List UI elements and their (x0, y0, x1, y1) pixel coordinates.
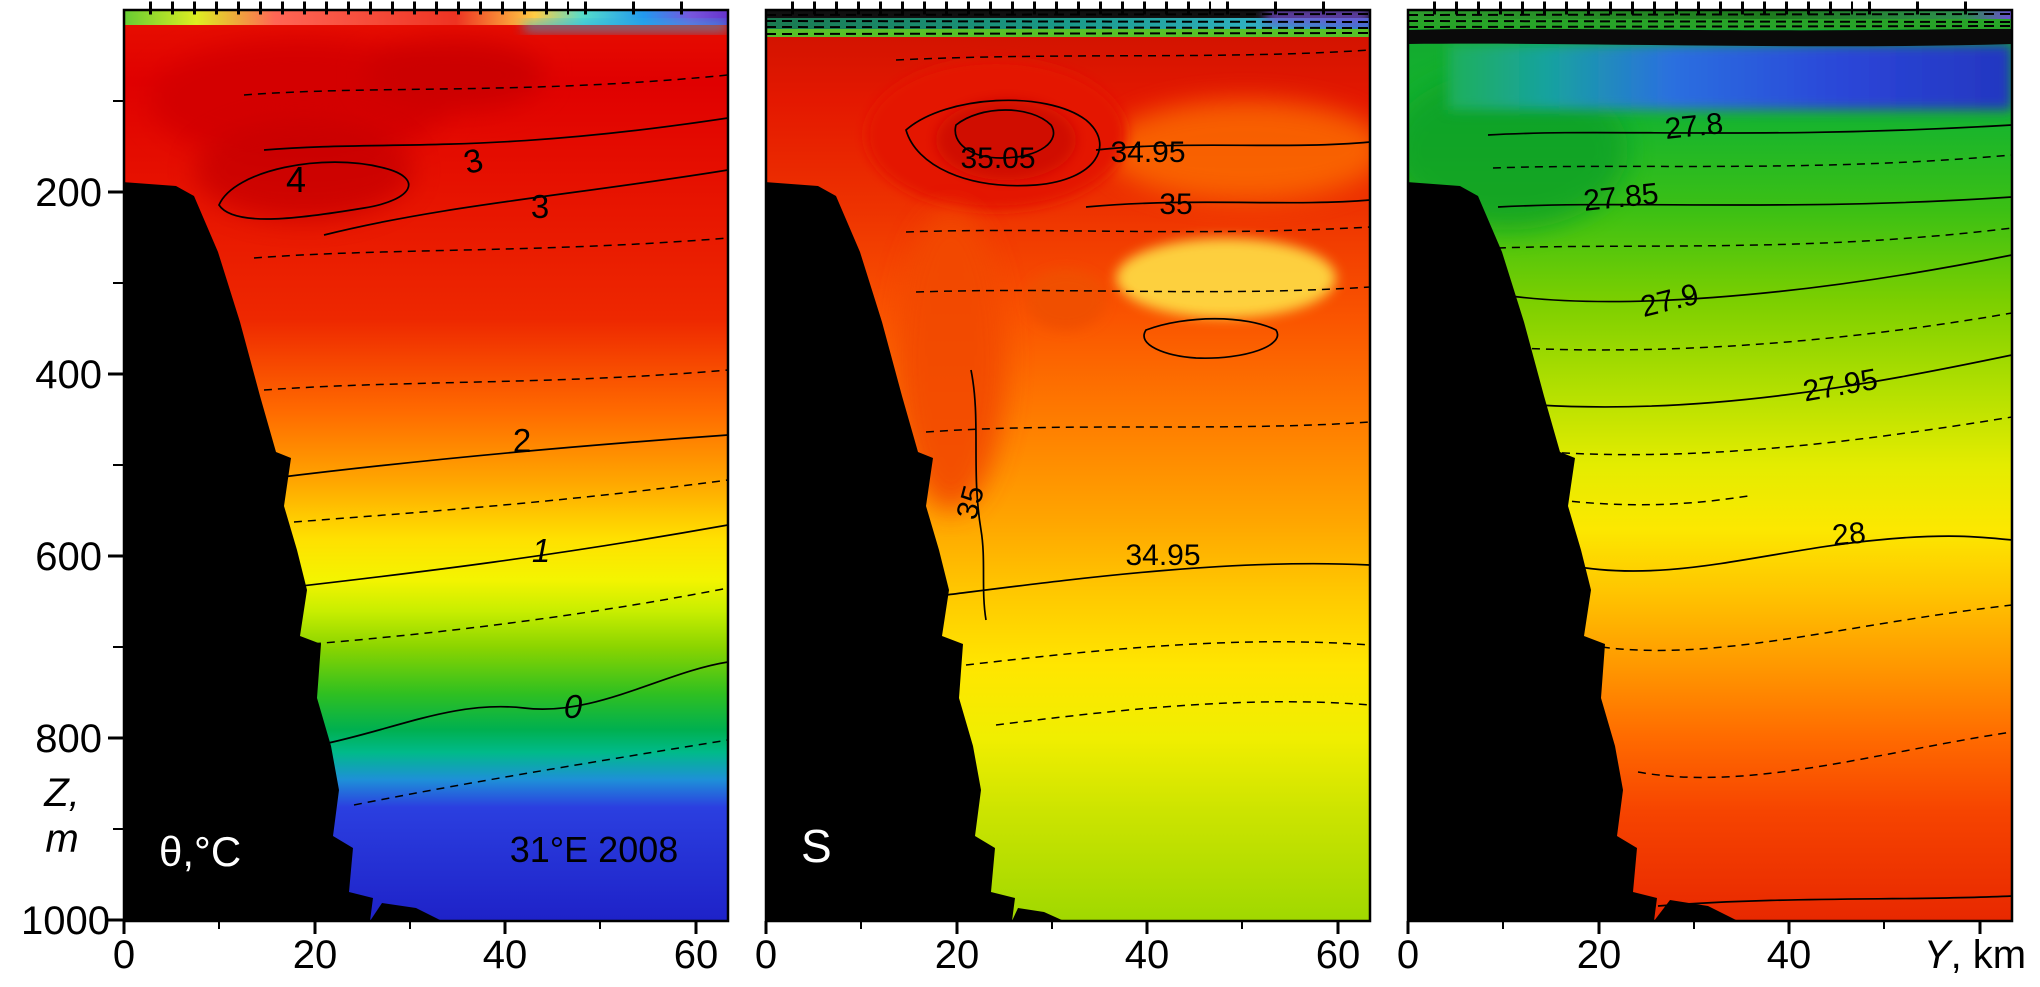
salinity-field (766, 10, 1370, 921)
z-tick-label: 1000 (21, 899, 110, 943)
x-tick-label: 40 (1125, 933, 1170, 977)
units-text: , kg m (1480, 828, 1594, 875)
z-tick-label: 200 (35, 171, 102, 215)
density-contours (1487, 124, 2012, 907)
theta-warm-core-2 (364, 40, 544, 110)
dens-dense-contour-band (1408, 28, 2012, 47)
contour-label: 35.05 (960, 142, 1035, 175)
bathymetry-foot (370, 903, 442, 921)
salinity-chrome: 35.05 34.95 35 35 34.95 S 0 20 40 60 (755, 1, 1372, 977)
theta-contours (218, 74, 728, 806)
x-tick-label: 40 (1767, 933, 1812, 977)
density-variable-label: σθ, kg m-3 (1438, 825, 1619, 880)
x-tick-label: 20 (293, 933, 338, 977)
sigma-subscript: θ (1464, 849, 1480, 880)
x-tick-label: 20 (935, 933, 980, 977)
contour-label: 28 (1831, 516, 1868, 552)
sal-surface-green-strip (766, 29, 1370, 37)
x-tick-label: 40 (483, 933, 528, 977)
sal-surface-dense-contours (766, 13, 1370, 35)
bathymetry-foot (1654, 900, 1738, 921)
contour-label: 27.8 (1663, 107, 1725, 146)
contour-label: 1 (532, 532, 550, 569)
x-tick-label: 0 (755, 933, 777, 977)
x-tick-label: 0 (113, 933, 135, 977)
panel-frame (764, 8, 1372, 923)
theta-warm-core-3 (194, 120, 414, 220)
z-axis-unit: m (45, 817, 78, 861)
x-axis-title: Y, km (1924, 933, 2026, 977)
sal-orange-zone (1106, 100, 1370, 200)
bathymetry-mask (124, 182, 373, 921)
sal-surface-purple-corner (1266, 10, 1370, 22)
x-axis-var: Y (1924, 933, 1954, 977)
bathymetry-foot (1012, 908, 1064, 921)
x-ticks (1406, 921, 1982, 934)
theta-surface-cold-band (524, 22, 728, 31)
dens-surface-dense-contours (1408, 13, 2012, 28)
sal-surface-dark-strip (766, 10, 1370, 19)
z-tick-label: 800 (35, 717, 102, 761)
dens-surface-green-strip (1408, 19, 2012, 29)
contour-label: 3 (531, 188, 549, 225)
units-exponent: -3 (1594, 825, 1619, 856)
density-chrome: 27.8 27.85 27.9 27.95 28 σθ, kg m-3 0 20… (1397, 1, 2014, 977)
dens-blue-band (1448, 44, 2012, 110)
x-tick-label: 60 (674, 933, 719, 977)
contour-label: 34.95 (1125, 539, 1200, 572)
sigma-glyph: σ (1438, 828, 1464, 875)
contour-label: 34.95 (1110, 136, 1185, 169)
theta-field (124, 10, 728, 921)
density-field (1408, 10, 2012, 921)
contour-label: 0 (564, 688, 583, 725)
x-ticks (122, 921, 698, 934)
z-axis: 200 400 600 800 1000 Z, m (21, 100, 124, 943)
contour-label: 4 (286, 159, 306, 200)
z-tick-label: 600 (35, 535, 102, 579)
bathymetry-mask (1408, 182, 1657, 921)
contour-label: 2 (513, 422, 531, 459)
bathymetry-mask (766, 182, 1015, 921)
contour-label: 35 (1159, 188, 1192, 221)
theta-variable-label: θ,°C (159, 828, 241, 875)
x-tick-label: 0 (1397, 933, 1419, 977)
x-axis-unit: , km (1951, 933, 2027, 977)
contour-label: 27.85 (1582, 177, 1660, 218)
panel-frame (1406, 8, 2014, 923)
section-annotation: 31°E 2008 (510, 829, 679, 870)
sal-fresh-patch (1116, 238, 1336, 318)
x-tick-label: 20 (1577, 933, 1622, 977)
sal-max-core-inner (936, 100, 1076, 180)
x-tick-label: 60 (1316, 933, 1361, 977)
z-axis-title: Z, (43, 771, 80, 815)
x-ticks (764, 921, 1340, 934)
z-ticks (108, 100, 124, 922)
z-tick-label: 400 (35, 353, 102, 397)
theta-surface-strip (124, 10, 728, 25)
sal-blob (1026, 270, 1106, 330)
dens-surface-strip (1408, 10, 2012, 19)
salinity-contours (895, 49, 1370, 726)
salinity-variable-label: S (801, 820, 832, 872)
sal-slope-tongue (896, 210, 1006, 510)
